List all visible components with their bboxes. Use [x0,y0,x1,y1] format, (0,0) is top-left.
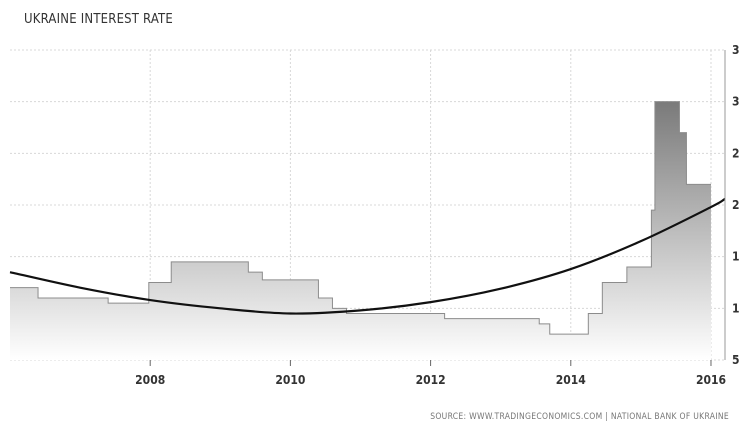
x-tick-label-3: 2014 [556,373,587,387]
y-axis: 5 1 1 2 2 3 3 [732,43,740,367]
trend-line [9,197,726,315]
rate-step-line [10,101,711,335]
x-tick-label-0: 2008 [135,373,165,387]
y-tick-label-3: 2 [732,198,740,212]
x-tick-label-4: 2016 [696,373,726,387]
y-tick-label-6: 3 [732,43,740,57]
chart-title: UKRAINE INTEREST RATE [24,12,173,27]
x-axis: 2008 2010 2012 2014 2016 [135,360,726,387]
y-tick-label-1: 1 [732,301,740,315]
y-tick-label-2: 1 [732,250,740,264]
y-tick-label-0: 5 [732,353,740,367]
y-tick-label-5: 3 [732,95,740,109]
rate-area [10,101,711,361]
x-tick-label-2: 2012 [416,373,446,387]
x-tick-label-1: 2010 [275,373,305,387]
y-tick-label-4: 2 [732,146,740,160]
source-note: SOURCE: WWW.TRADINGECONOMICS.COM | NATIO… [430,412,729,422]
